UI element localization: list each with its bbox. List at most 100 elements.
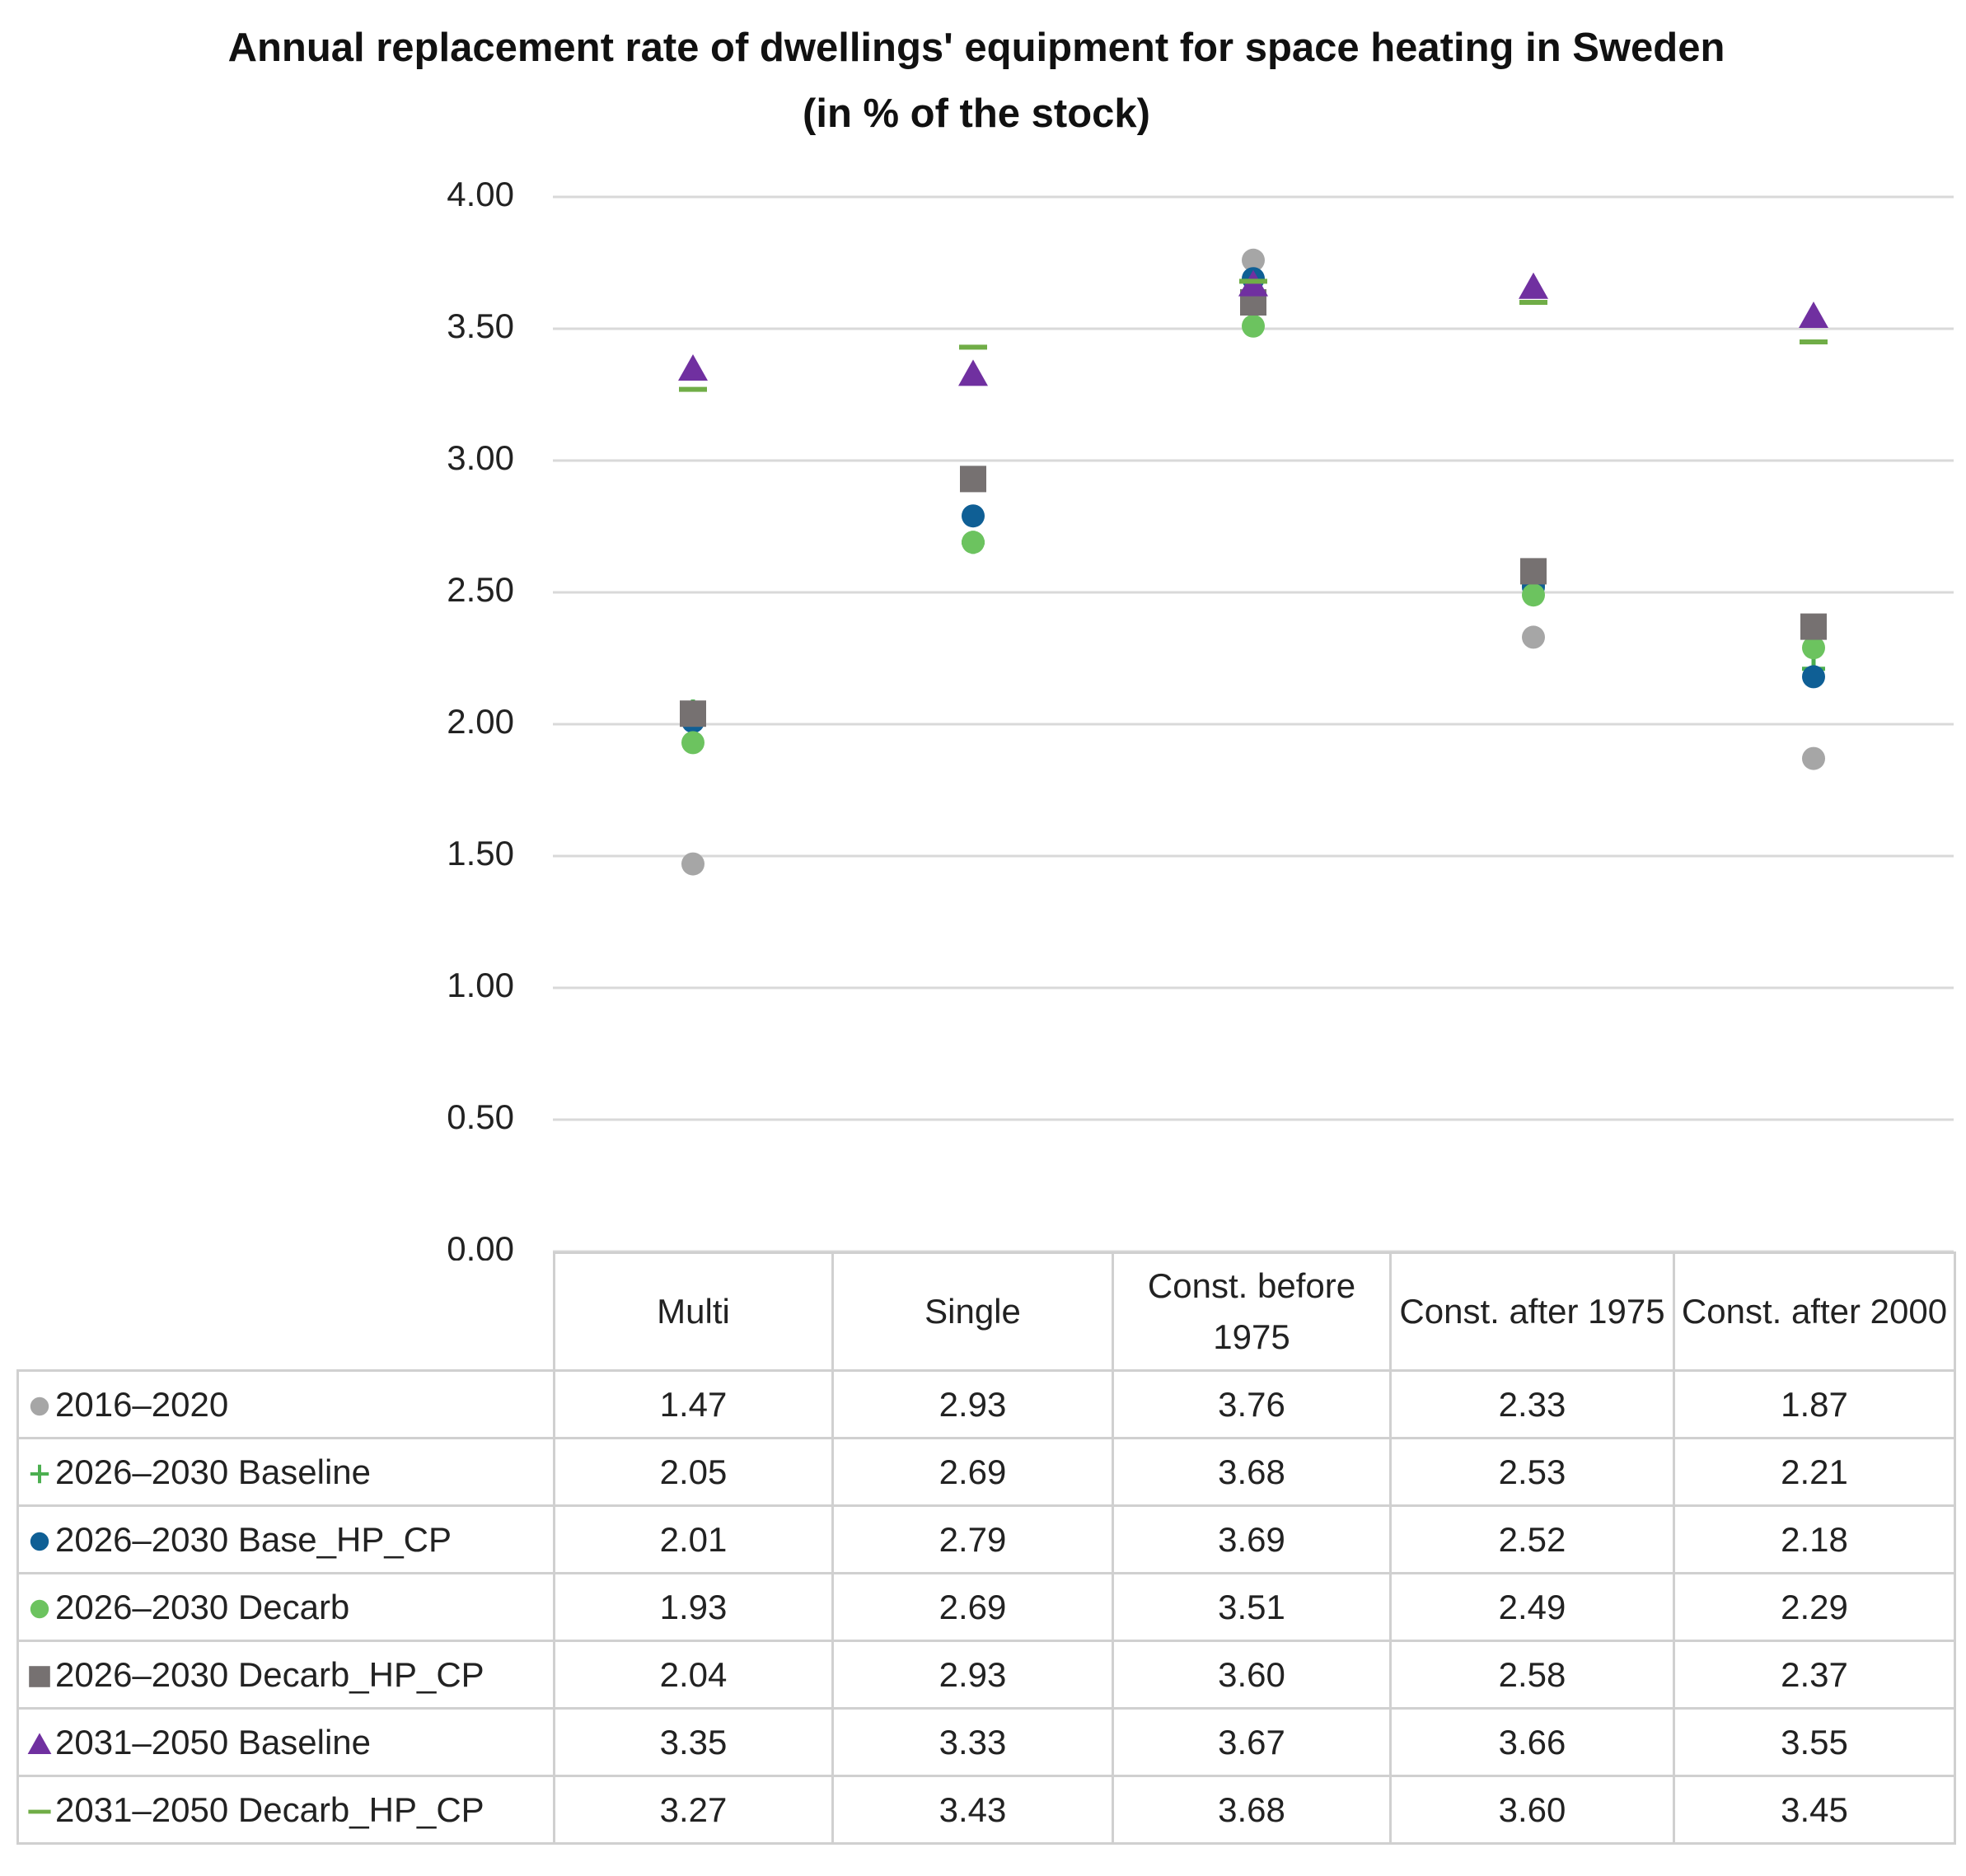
category-label: Const. before 1975 bbox=[1112, 1251, 1392, 1372]
legend-entry: 2031–2050 Decarb_HP_CP bbox=[16, 1775, 555, 1845]
value-cell: 2.33 bbox=[1389, 1369, 1675, 1439]
data-table: Multi Single Const. before 1975 Const. afte… bbox=[16, 1251, 1956, 1845]
value-cell: 2.53 bbox=[1389, 1437, 1675, 1507]
marker bbox=[958, 359, 988, 386]
legend-marker bbox=[30, 1465, 49, 1484]
marker bbox=[960, 465, 986, 493]
marker bbox=[959, 344, 987, 350]
marker bbox=[1800, 339, 1828, 344]
value-cell: 3.45 bbox=[1673, 1775, 1956, 1845]
marker bbox=[1802, 746, 1825, 770]
y-tick-label: 1.50 bbox=[447, 834, 514, 873]
category-label: Single bbox=[831, 1251, 1114, 1372]
marker bbox=[1802, 636, 1825, 660]
header-row: Multi Single Const. before 1975 Const. afte… bbox=[17, 1251, 1956, 1372]
value-cell: 2.58 bbox=[1389, 1640, 1675, 1710]
legend-marker bbox=[30, 1532, 49, 1551]
value-cell: 1.47 bbox=[553, 1369, 834, 1439]
category-label: Multi bbox=[553, 1251, 834, 1372]
value-cell: 2.37 bbox=[1673, 1640, 1956, 1710]
legend-entry: 2026–2030 Base_HP_CP bbox=[16, 1504, 555, 1574]
category-label: Const. after 1975 bbox=[1389, 1251, 1675, 1372]
legend-icon bbox=[28, 1810, 51, 1814]
value-cell: 2.49 bbox=[1389, 1572, 1675, 1642]
value-cell: 2.29 bbox=[1673, 1572, 1956, 1642]
series-row: 2026–2030 Decarb_HP_CP 2.04 2.93 3.60 2.58 2.… bbox=[16, 1640, 1956, 1710]
y-tick-label: 2.50 bbox=[447, 570, 514, 609]
marker bbox=[962, 504, 985, 528]
marker bbox=[679, 386, 707, 392]
legend-marker bbox=[30, 1397, 49, 1416]
marker bbox=[1802, 665, 1825, 689]
value-cell: 3.69 bbox=[1112, 1504, 1392, 1574]
legend-marker bbox=[28, 1810, 51, 1814]
value-cell: 2.01 bbox=[553, 1504, 834, 1574]
legend-label: 2016–2020 bbox=[55, 1384, 229, 1424]
value-cell: 3.43 bbox=[831, 1775, 1114, 1845]
y-tick-label: 0.50 bbox=[447, 1097, 514, 1136]
y-tick-label: 1.00 bbox=[447, 966, 514, 1004]
value-cell: 3.76 bbox=[1112, 1369, 1392, 1439]
marker bbox=[1242, 314, 1265, 338]
value-cell: 3.27 bbox=[553, 1775, 834, 1845]
marker bbox=[680, 700, 706, 727]
value-cell: 2.05 bbox=[553, 1437, 834, 1507]
value-cell: 3.60 bbox=[1112, 1640, 1392, 1710]
marker bbox=[1239, 278, 1267, 284]
legend-icon bbox=[29, 1666, 50, 1688]
value-cell: 2.79 bbox=[831, 1504, 1114, 1574]
value-cell: 3.51 bbox=[1112, 1572, 1392, 1642]
marker bbox=[1800, 613, 1827, 640]
value-cell: 2.69 bbox=[831, 1572, 1114, 1642]
legend-label: 2026–2030 Decarb_HP_CP bbox=[55, 1654, 484, 1694]
marker bbox=[1522, 583, 1545, 607]
series-row: 2016–2020 1.47 2.93 3.76 2.33 1.87 bbox=[16, 1369, 1956, 1439]
legend-icon bbox=[30, 1600, 49, 1619]
legend-label: 2031–2050 Baseline bbox=[55, 1722, 372, 1761]
y-tick-label: 3.50 bbox=[447, 306, 514, 345]
value-cell: 3.68 bbox=[1112, 1437, 1392, 1507]
value-cell: 2.93 bbox=[831, 1640, 1114, 1710]
value-cell: 1.87 bbox=[1673, 1369, 1956, 1439]
value-cell: 3.68 bbox=[1112, 1775, 1392, 1845]
y-tick-label: 4.00 bbox=[447, 175, 514, 213]
series-row: 2026–2030 Decarb 1.93 2.69 3.51 2.49 2.29 bbox=[16, 1572, 1956, 1642]
legend-label: 2026–2030 Base_HP_CP bbox=[55, 1519, 452, 1559]
value-cell: 3.55 bbox=[1673, 1707, 1956, 1777]
marker bbox=[678, 354, 708, 381]
category-label: Const. after 2000 bbox=[1673, 1251, 1956, 1372]
value-cell: 3.35 bbox=[553, 1707, 834, 1777]
series-row: 2026–2030 Baseline 2.05 2.69 3.68 2.53 2.21 bbox=[16, 1437, 1956, 1507]
series-row: 2026–2030 Base_HP_CP 2.01 2.79 3.69 2.52 2.18 bbox=[16, 1504, 1956, 1574]
value-cell: 3.33 bbox=[831, 1707, 1114, 1777]
marker bbox=[1799, 302, 1828, 328]
legend-label: 2026–2030 Decarb bbox=[55, 1587, 350, 1626]
y-tick-label: 2.00 bbox=[447, 702, 514, 741]
value-cell: 3.66 bbox=[1389, 1707, 1675, 1777]
legend-marker bbox=[29, 1666, 50, 1688]
value-cell: 2.21 bbox=[1673, 1437, 1956, 1507]
marker bbox=[1519, 272, 1548, 299]
marker bbox=[1520, 558, 1547, 585]
legend-label: 2031–2050 Decarb_HP_CP bbox=[55, 1789, 484, 1829]
value-cell: 2.52 bbox=[1389, 1504, 1675, 1574]
legend-entry: 2016–2020 bbox=[16, 1369, 555, 1439]
legend-icon bbox=[30, 1532, 49, 1551]
legend-marker bbox=[30, 1600, 49, 1619]
value-cell: 3.60 bbox=[1389, 1775, 1675, 1845]
marker bbox=[962, 531, 985, 554]
marker bbox=[1242, 248, 1265, 272]
legend-entry: 2026–2030 Decarb bbox=[16, 1572, 555, 1642]
legend-icon bbox=[30, 1465, 49, 1484]
legend-icon bbox=[27, 1733, 52, 1755]
legend-icon bbox=[30, 1397, 49, 1416]
marker bbox=[1519, 300, 1547, 305]
legend-label: 2026–2030 Baseline bbox=[55, 1452, 372, 1491]
y-tick-label: 3.00 bbox=[447, 438, 514, 477]
marker bbox=[681, 852, 704, 876]
legend-entry: 2031–2050 Baseline bbox=[16, 1707, 555, 1777]
chart: 0.000.501.001.502.002.503.003.504.00 bbox=[447, 175, 1954, 1261]
value-cell: 2.18 bbox=[1673, 1504, 1956, 1574]
value-cell: 2.93 bbox=[831, 1369, 1114, 1439]
